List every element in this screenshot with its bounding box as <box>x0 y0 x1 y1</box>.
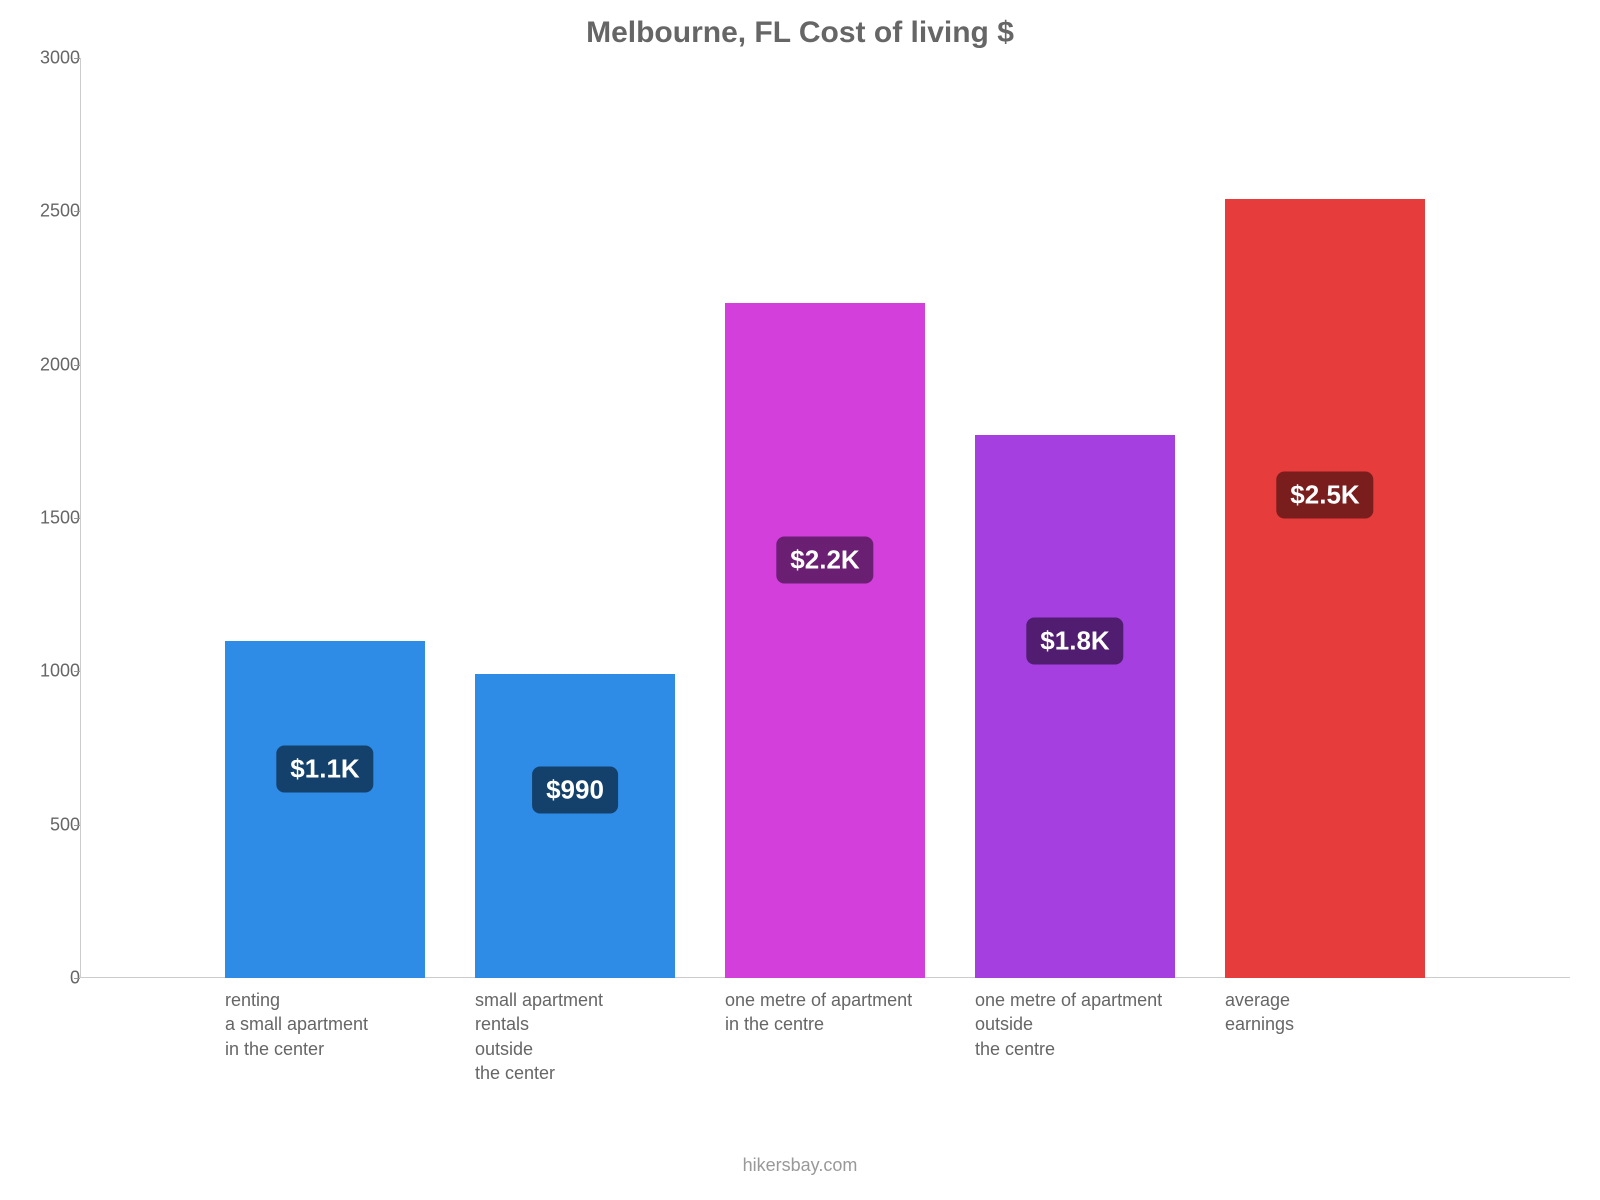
y-tick-mark <box>74 365 80 366</box>
bar <box>1225 199 1425 978</box>
y-tick-label: 3000 <box>20 48 80 69</box>
y-tick-mark <box>74 58 80 59</box>
y-tick-mark <box>74 825 80 826</box>
bar-value-label: $2.2K <box>776 536 873 583</box>
source-attribution: hikersbay.com <box>0 1155 1600 1176</box>
x-category-label: one metre of apartment outside the centr… <box>975 988 1225 1061</box>
y-tick-mark <box>74 518 80 519</box>
y-tick-label: 1000 <box>20 661 80 682</box>
x-category-label: renting a small apartment in the center <box>225 988 475 1061</box>
y-tick-label: 500 <box>20 814 80 835</box>
y-tick-label: 2000 <box>20 354 80 375</box>
y-tick-mark <box>74 211 80 212</box>
y-tick-label: 0 <box>20 968 80 989</box>
bar-value-label: $1.8K <box>1026 618 1123 665</box>
y-tick-mark <box>74 978 80 979</box>
chart-title: Melbourne, FL Cost of living $ <box>0 16 1600 50</box>
x-category-label: small apartment rentals outside the cent… <box>475 988 725 1085</box>
bar-value-label: $2.5K <box>1276 472 1373 519</box>
bar <box>725 303 925 978</box>
x-category-label: one metre of apartment in the centre <box>725 988 975 1037</box>
bar <box>975 435 1175 978</box>
x-category-label: average earnings <box>1225 988 1475 1037</box>
y-tick-label: 2500 <box>20 201 80 222</box>
y-tick-label: 1500 <box>20 508 80 529</box>
bar-value-label: $1.1K <box>276 745 373 792</box>
bar <box>225 641 425 978</box>
cost-of-living-chart: Melbourne, FL Cost of living $ 0 500 1000 1… <box>0 0 1600 1200</box>
y-tick-mark <box>74 671 80 672</box>
bar-value-label: $990 <box>532 766 618 813</box>
bar <box>475 674 675 978</box>
